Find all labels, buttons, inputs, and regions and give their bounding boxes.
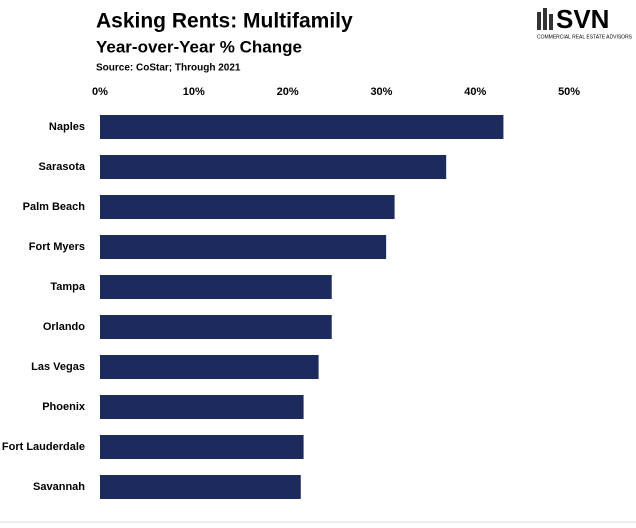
y-tick-label: Sarasota bbox=[39, 161, 86, 173]
y-tick-label: Palm Beach bbox=[23, 201, 86, 213]
y-tick-label: Naples bbox=[49, 121, 85, 133]
y-tick-label: Phoenix bbox=[42, 401, 86, 413]
x-tick-label: 10% bbox=[183, 86, 205, 98]
bar bbox=[100, 395, 304, 419]
logo-text: SVN bbox=[556, 4, 609, 34]
y-tick-label: Fort Myers bbox=[29, 241, 85, 253]
x-tick-label: 20% bbox=[277, 86, 299, 98]
x-tick-label: 30% bbox=[370, 86, 392, 98]
bar bbox=[100, 475, 301, 499]
bar bbox=[100, 315, 332, 339]
bar bbox=[100, 115, 504, 139]
bar bbox=[100, 275, 332, 299]
logo-bar bbox=[543, 8, 547, 30]
bar bbox=[100, 155, 447, 179]
bar bbox=[100, 235, 387, 259]
y-tick-label: Las Vegas bbox=[31, 361, 85, 373]
y-tick-label: Orlando bbox=[43, 321, 85, 333]
y-tick-label: Fort Lauderdale bbox=[2, 441, 85, 453]
source-note: Source: CoStar; Through 2021 bbox=[96, 63, 241, 74]
bar bbox=[100, 195, 395, 219]
logo-bar bbox=[549, 14, 553, 30]
y-tick-label: Tampa bbox=[50, 281, 86, 293]
x-tick-label: 50% bbox=[558, 86, 580, 98]
logo: SVN COMMERCIAL REAL ESTATE ADVISORS bbox=[537, 4, 633, 40]
x-tick-label: 40% bbox=[464, 86, 486, 98]
bar bbox=[100, 355, 319, 379]
bar bbox=[100, 435, 304, 459]
logo-tagline: COMMERCIAL REAL ESTATE ADVISORS bbox=[537, 34, 633, 40]
logo-bar bbox=[537, 12, 541, 30]
chart-subtitle: Year-over-Year % Change bbox=[96, 37, 302, 56]
chart-title: Asking Rents: Multifamily bbox=[96, 10, 353, 33]
x-tick-label: 0% bbox=[92, 86, 108, 98]
y-tick-label: Savannah bbox=[33, 481, 85, 493]
